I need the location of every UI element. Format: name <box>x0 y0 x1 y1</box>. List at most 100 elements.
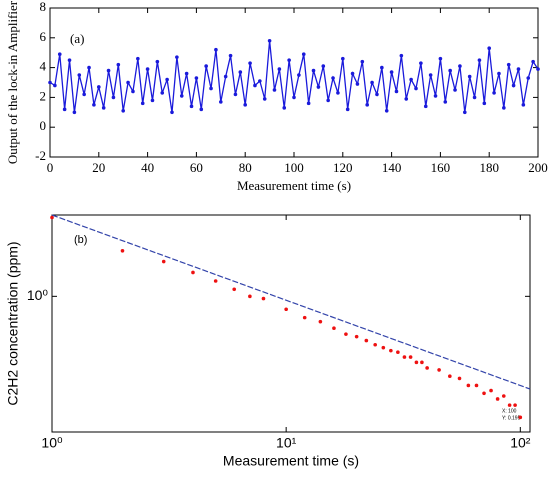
data-point <box>219 100 223 104</box>
data-point <box>414 360 419 365</box>
data-point <box>277 67 282 71</box>
data-point <box>389 70 394 74</box>
data-point <box>396 350 400 355</box>
data-point <box>57 52 62 56</box>
data-point <box>233 92 238 97</box>
data-point <box>131 89 135 94</box>
data-point <box>106 68 111 73</box>
data-point <box>384 109 389 113</box>
data-point <box>223 74 228 79</box>
data-point <box>331 76 335 80</box>
data-point <box>258 79 262 83</box>
data-point <box>457 376 462 381</box>
data-point <box>507 403 512 407</box>
x-tick-label: 60 <box>190 160 203 175</box>
data-point <box>355 82 360 86</box>
data-point <box>419 61 423 65</box>
data-point <box>513 403 517 407</box>
data-point <box>448 68 452 73</box>
data-point <box>243 103 247 107</box>
data-point <box>82 92 86 97</box>
x-tick-label: 10¹ <box>276 435 297 451</box>
data-point <box>380 65 384 70</box>
data-point <box>536 67 540 71</box>
y-tick-label: 4 <box>40 59 47 74</box>
chart-b: (b) X: 100 Y: 0.195 10⁰ 10¹ 10² 10⁰ Measurem… <box>5 214 531 469</box>
data-point <box>381 345 386 350</box>
data-point <box>101 106 106 110</box>
data-point <box>453 88 457 92</box>
x-axis-label: Measurement time (s) <box>237 178 351 193</box>
data-point <box>214 47 218 52</box>
data-point <box>302 315 307 320</box>
data-point <box>194 76 199 80</box>
data-point <box>467 74 472 79</box>
data-point <box>531 59 535 64</box>
plot-frame <box>51 214 531 433</box>
y-axis-label: C2H2 concentration (ppm) <box>5 241 21 405</box>
data-point <box>482 101 487 106</box>
data-point <box>199 107 204 112</box>
data-point <box>62 107 67 112</box>
data-point <box>495 397 500 401</box>
data-point <box>373 342 377 347</box>
data-point <box>292 95 296 100</box>
annotation: (a) <box>70 31 84 46</box>
data-point <box>448 374 452 378</box>
data-point <box>175 55 179 59</box>
data-point <box>316 85 321 89</box>
plot-frame <box>49 7 539 158</box>
data-point <box>261 296 266 301</box>
data-point <box>336 91 340 95</box>
data-point <box>87 65 91 70</box>
y-tick-label: 0 <box>40 118 47 133</box>
data-point <box>184 71 189 76</box>
x-tick-label: 20 <box>92 160 105 175</box>
data-point <box>165 77 169 82</box>
data-point <box>425 366 429 370</box>
data-point <box>179 94 184 98</box>
data-point <box>116 62 121 67</box>
data-point <box>341 56 345 61</box>
data-point <box>318 319 323 324</box>
data-point <box>228 53 233 58</box>
data-point <box>306 101 311 106</box>
data-point <box>232 287 237 292</box>
data-point <box>311 68 316 73</box>
data-point <box>272 88 277 92</box>
x-tick-label: 120 <box>333 160 353 175</box>
data-point <box>160 91 165 95</box>
data-point <box>111 95 116 100</box>
x-tick-label: 10² <box>510 435 531 451</box>
data-point <box>394 89 399 94</box>
data-point <box>375 92 379 97</box>
datatip: Y: 0.195 <box>502 415 521 421</box>
y-tick-label: 6 <box>40 29 47 44</box>
x-tick-label: 160 <box>431 160 451 175</box>
data-point <box>301 52 306 56</box>
data-point <box>282 106 287 110</box>
x-tick-label: 180 <box>479 160 499 175</box>
data-point <box>399 53 404 58</box>
data-point <box>248 61 252 65</box>
data-point <box>321 64 326 68</box>
data-point <box>262 97 267 101</box>
chart-a: (a) 0 20 40 60 80 100 120 140 160 180 200-202468Me… <box>5 0 548 193</box>
y-tick-label: 10⁰ <box>27 287 49 303</box>
data-point <box>360 59 365 64</box>
data-point <box>191 270 195 275</box>
data-point <box>501 394 506 398</box>
data-point <box>189 104 194 109</box>
data-point <box>502 106 506 110</box>
data-point <box>521 103 526 107</box>
data-point <box>428 73 433 77</box>
data-point <box>48 80 52 85</box>
data-point <box>365 103 370 107</box>
x-axis-label: Measurement time (s) <box>223 453 359 469</box>
data-point <box>423 104 428 109</box>
data-point <box>121 109 125 113</box>
data-point <box>253 83 257 88</box>
data-point <box>477 58 482 62</box>
data-point <box>126 80 130 85</box>
x-tick-label: 0 <box>47 160 54 175</box>
